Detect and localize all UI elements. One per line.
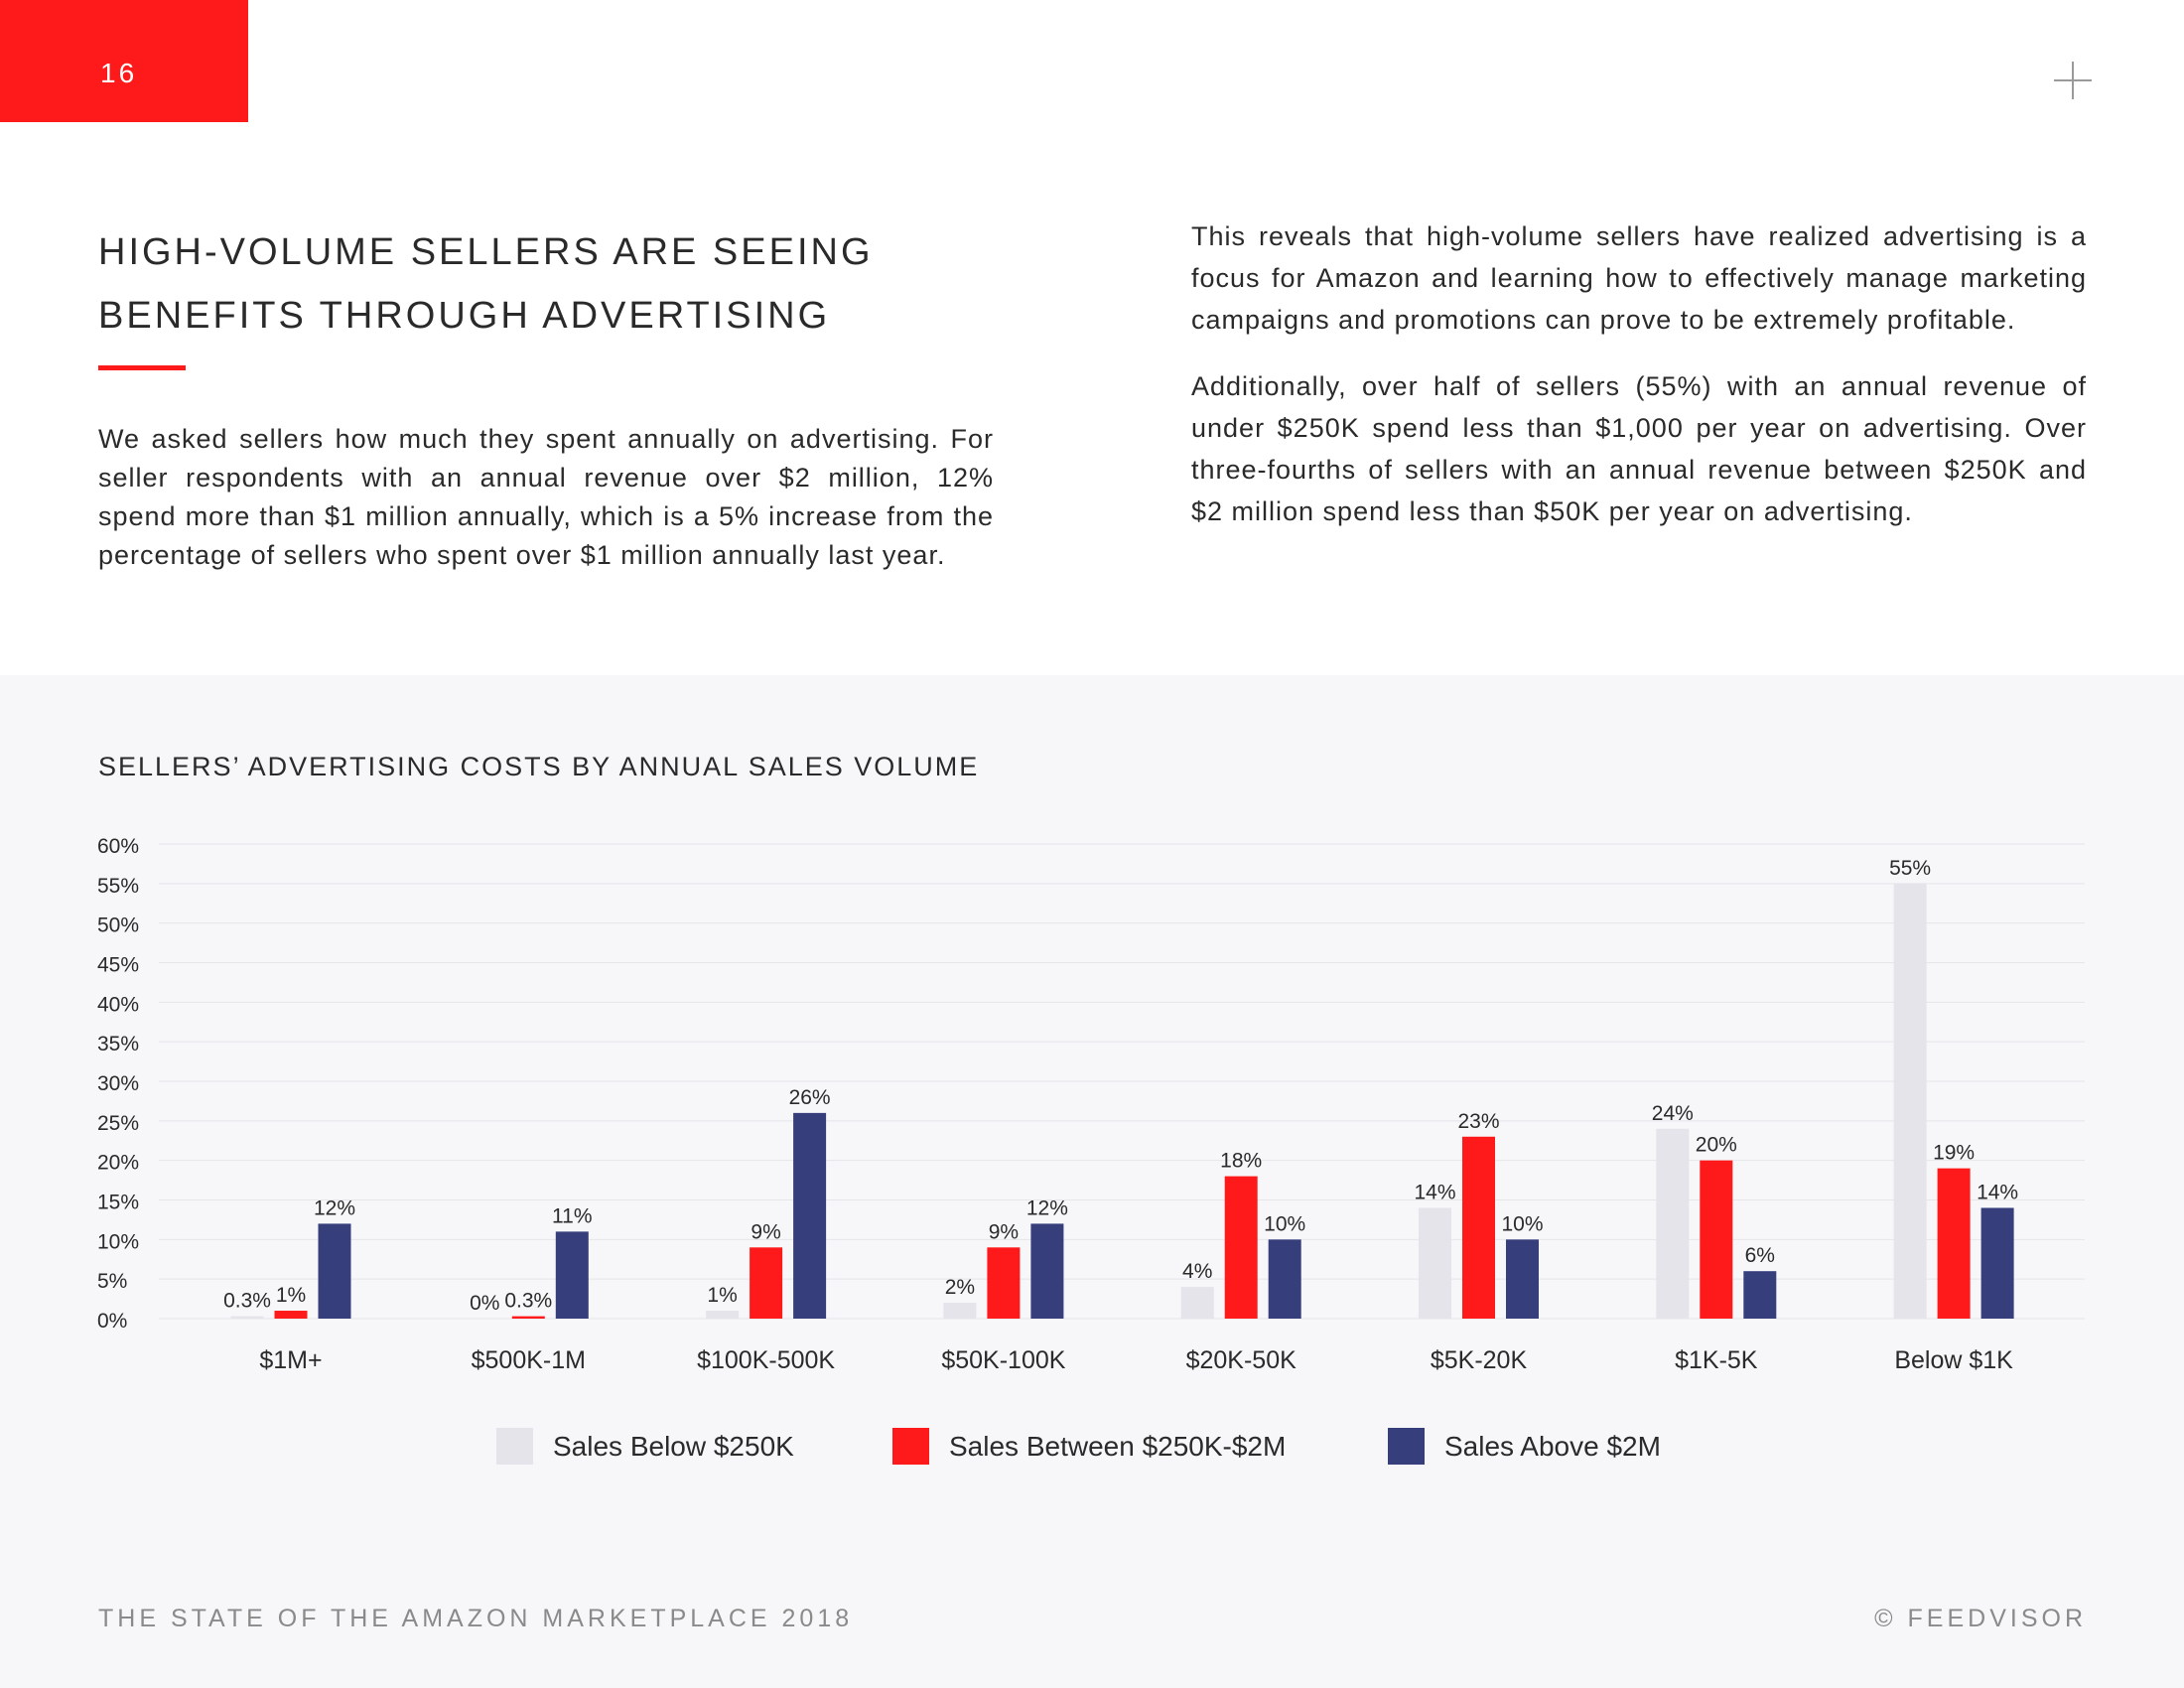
bar [1893,883,1927,1319]
bar [511,1316,545,1319]
y-tick-label: 25% [97,1112,139,1135]
page-number-tab: 16 [0,0,248,122]
legend-label-250k-2m: Sales Between $250K-$2M [949,1431,1287,1462]
legend-swatch-250k-2m [892,1428,929,1465]
bar [943,1303,977,1319]
x-category-label: Below $1K [1894,1346,2013,1374]
data-label: 11% [552,1204,592,1227]
bar [1462,1136,1495,1319]
data-label: 26% [789,1086,831,1109]
heading-accent-rule [98,365,186,370]
bar [274,1311,308,1319]
y-tick-label: 60% [97,835,139,858]
y-tick-label: 20% [97,1152,139,1175]
y-tick-label: 55% [97,875,139,898]
data-label: 12% [314,1196,355,1219]
y-tick-label: 35% [97,1033,139,1055]
data-label: 4% [1182,1260,1212,1283]
data-label: 6% [1745,1244,1775,1267]
footer-publication-title: THE STATE OF THE AMAZON MARKETPLACE 2018 [98,1605,854,1632]
bar [1180,1287,1214,1319]
bar [230,1316,264,1319]
page-heading: HIGH-VOLUME SELLERS ARE SEEING BENEFITS … [98,220,992,348]
y-tick-label: 10% [97,1230,139,1253]
footer-copyright: © FEEDVISOR [1874,1605,2087,1632]
bar [1743,1271,1777,1319]
y-tick-label: 50% [97,914,139,937]
data-label: 1% [707,1284,737,1307]
legend-swatch-below-250k [496,1428,533,1465]
data-label: 14% [1414,1181,1455,1203]
heading-line-2: BENEFITS THROUGH ADVERTISING [98,295,831,337]
x-category-label: $1M+ [259,1346,322,1374]
bar [1656,1128,1690,1319]
data-label: 18% [1220,1150,1262,1173]
right-paragraph-2: Additionally, over half of sellers (55%)… [1191,371,2087,526]
right-paragraph-1: This reveals that high-volume sellers ha… [1191,221,2087,335]
data-label: 0.3% [223,1290,271,1313]
x-category-label: $50K-100K [941,1346,1065,1374]
bar [1980,1207,2014,1319]
legend-label-below-250k: Sales Below $250K [553,1431,794,1462]
plus-icon [2054,62,2092,99]
bar [1506,1239,1539,1319]
data-label: 14% [1977,1181,2018,1203]
x-category-label: $1K-5K [1675,1346,1758,1374]
data-label: 19% [1933,1142,1975,1165]
data-label: 0% [470,1292,499,1315]
bar [793,1112,827,1319]
legend-swatch-above-2m [1388,1428,1425,1465]
chart-title: SELLERS’ ADVERTISING COSTS BY ANNUAL SAL… [98,752,980,781]
bar [318,1223,351,1319]
y-tick-label: 30% [97,1072,139,1095]
y-tick-label: 45% [97,954,139,977]
y-tick-label: 0% [97,1310,127,1333]
y-tick-label: 40% [97,993,139,1016]
bar [1937,1168,1971,1319]
bar-chart: 0% 5% 10% 15% 20% 25% 30% 35% 40% 45% 50% 55% 60% 0.3… [97,835,2085,1374]
bar [1030,1223,1064,1319]
data-label: 23% [1457,1110,1499,1133]
data-label: 24% [1652,1102,1694,1125]
bar [1419,1207,1451,1319]
bar [750,1247,783,1319]
data-label: 10% [1264,1212,1305,1235]
bar [1700,1160,1733,1319]
data-label: 2% [945,1276,975,1299]
x-category-label: $500K-1M [472,1346,586,1374]
x-category-label: $100K-500K [697,1346,835,1374]
bar [987,1247,1021,1319]
data-label: 9% [989,1220,1019,1243]
intro-paragraph: We asked sellers how much they spent ann… [98,424,994,570]
x-category-label: $5K-20K [1431,1346,1528,1374]
y-tick-label: 5% [97,1270,127,1293]
data-label: 1% [276,1284,306,1307]
bar [706,1311,740,1319]
bar [1268,1239,1301,1319]
data-label: 10% [1501,1212,1543,1235]
right-column: This reveals that high-volume sellers ha… [1191,215,2087,557]
data-label: 12% [1026,1196,1068,1219]
bar [555,1231,589,1319]
data-label: 20% [1696,1134,1737,1157]
heading-line-1: HIGH-VOLUME SELLERS ARE SEEING [98,231,874,273]
data-label: 55% [1889,857,1931,880]
page-number: 16 [100,58,138,88]
data-label: 0.3% [504,1290,552,1313]
bar [1224,1176,1258,1319]
data-label: 9% [751,1220,780,1243]
legend-label-above-2m: Sales Above $2M [1444,1431,1661,1462]
x-category-label: $20K-50K [1186,1346,1297,1374]
y-tick-label: 15% [97,1192,139,1214]
